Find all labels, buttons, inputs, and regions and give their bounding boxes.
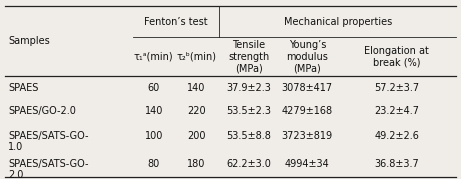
Text: 4994±34: 4994±34 xyxy=(285,159,330,169)
Text: 3078±417: 3078±417 xyxy=(282,83,333,93)
Text: 57.2±3.7: 57.2±3.7 xyxy=(374,83,419,93)
Text: Young’s
modulus
(MPa): Young’s modulus (MPa) xyxy=(286,40,328,74)
Text: 23.2±4.7: 23.2±4.7 xyxy=(374,106,419,116)
Text: Tensile
strength
(MPa): Tensile strength (MPa) xyxy=(228,40,269,74)
Text: 100: 100 xyxy=(144,131,163,141)
Text: 53.5±2.3: 53.5±2.3 xyxy=(226,106,271,116)
Text: Mechanical properties: Mechanical properties xyxy=(284,16,392,26)
Text: 140: 140 xyxy=(188,83,206,93)
Text: τ₁ᵃ(min): τ₁ᵃ(min) xyxy=(134,52,173,62)
Text: 4279±168: 4279±168 xyxy=(282,106,333,116)
Text: SPAES/GO-2.0: SPAES/GO-2.0 xyxy=(8,106,76,116)
Text: 60: 60 xyxy=(148,83,160,93)
Text: 220: 220 xyxy=(187,106,206,116)
Text: Samples: Samples xyxy=(8,36,50,46)
Text: SPAES/SATS-GO-
2.0: SPAES/SATS-GO- 2.0 xyxy=(8,159,89,179)
Text: 62.2±3.0: 62.2±3.0 xyxy=(226,159,271,169)
Text: 37.9±2.3: 37.9±2.3 xyxy=(226,83,271,93)
Text: Elongation at
break (%): Elongation at break (%) xyxy=(364,46,429,68)
Text: 53.5±8.8: 53.5±8.8 xyxy=(226,131,271,141)
Text: 140: 140 xyxy=(144,106,163,116)
Text: 180: 180 xyxy=(188,159,206,169)
Text: SPAES/SATS-GO-
1.0: SPAES/SATS-GO- 1.0 xyxy=(8,131,89,152)
Text: 3723±819: 3723±819 xyxy=(282,131,333,141)
Text: Fenton’s test: Fenton’s test xyxy=(144,16,208,26)
Text: 49.2±2.6: 49.2±2.6 xyxy=(374,131,419,141)
Text: SPAES: SPAES xyxy=(8,83,39,93)
Text: τ₂ᵇ(min): τ₂ᵇ(min) xyxy=(177,52,217,62)
Text: 36.8±3.7: 36.8±3.7 xyxy=(374,159,419,169)
Text: 80: 80 xyxy=(148,159,160,169)
Text: 200: 200 xyxy=(187,131,206,141)
